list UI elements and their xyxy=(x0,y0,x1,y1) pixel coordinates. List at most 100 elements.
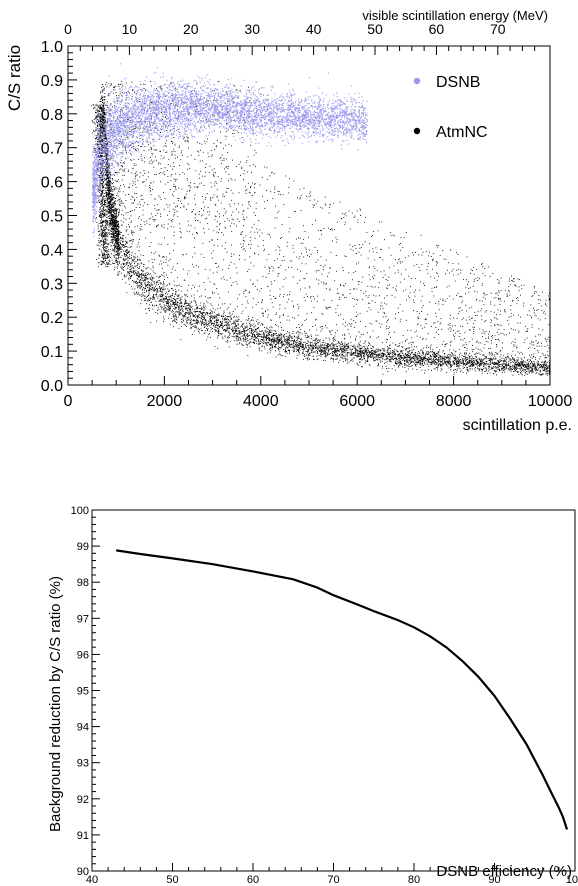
atmnc-point xyxy=(112,238,114,240)
atmnc-point xyxy=(303,348,304,350)
atmnc-point xyxy=(341,351,343,353)
atmnc-point xyxy=(420,361,422,363)
atmnc-point xyxy=(233,332,235,334)
atmnc-point xyxy=(526,366,528,368)
atmnc-point xyxy=(130,275,132,276)
atmnc-point xyxy=(416,356,418,358)
atmnc-point xyxy=(496,367,498,369)
atmnc-point xyxy=(486,358,488,360)
atmnc-point xyxy=(285,350,287,352)
atmnc-point xyxy=(324,352,326,354)
atmnc-point xyxy=(171,288,173,290)
atmnc-point xyxy=(99,119,101,121)
atmnc-point xyxy=(270,331,271,333)
atmnc-point xyxy=(300,343,302,344)
atmnc-point xyxy=(455,359,457,361)
atmnc-point xyxy=(119,249,121,250)
atmnc-point xyxy=(512,368,514,370)
atmnc-point xyxy=(383,348,385,350)
atmnc-point xyxy=(367,356,368,358)
atmnc-point xyxy=(127,260,129,262)
atmnc-point xyxy=(151,284,152,286)
atmnc-point xyxy=(177,298,179,299)
atmnc-point xyxy=(139,284,141,286)
atmnc-point xyxy=(225,330,227,332)
atmnc-point xyxy=(210,315,212,316)
atmnc-point xyxy=(267,342,269,344)
atmnc-point xyxy=(415,354,417,356)
atmnc-point xyxy=(428,361,430,363)
atmnc-point xyxy=(176,318,178,320)
atmnc-point xyxy=(224,319,226,321)
atmnc-point xyxy=(366,352,368,354)
atmnc-point xyxy=(532,366,534,367)
atmnc-point xyxy=(103,96,105,97)
atmnc-point xyxy=(118,253,120,255)
atmnc-point xyxy=(106,158,107,160)
atmnc-point xyxy=(114,237,115,239)
atmnc-point xyxy=(202,312,204,314)
atmnc-point xyxy=(506,357,507,359)
atmnc-point xyxy=(138,282,140,283)
atmnc-point xyxy=(142,289,143,291)
atmnc-point xyxy=(218,333,220,334)
atmnc-point xyxy=(476,356,477,358)
atmnc-point xyxy=(143,287,145,288)
atmnc-point xyxy=(494,356,496,357)
atmnc-point xyxy=(452,369,454,371)
atmnc-point xyxy=(186,316,188,318)
atmnc-point xyxy=(441,365,442,367)
atmnc-point xyxy=(456,371,457,373)
atmnc-point xyxy=(466,369,468,371)
atmnc-point xyxy=(471,363,473,365)
atmnc-point xyxy=(279,347,281,348)
atmnc-point xyxy=(222,316,224,318)
atmnc-point xyxy=(201,313,203,315)
atmnc-point xyxy=(114,201,116,202)
atmnc-point xyxy=(170,303,171,305)
atmnc-point xyxy=(196,307,198,309)
atmnc-point xyxy=(140,303,142,305)
atmnc-point xyxy=(110,213,112,214)
atmnc-point xyxy=(143,270,145,272)
atmnc-point xyxy=(411,349,413,351)
atmnc-point xyxy=(171,300,172,302)
atmnc-point xyxy=(299,343,300,345)
atmnc-point xyxy=(109,200,111,202)
atmnc-point xyxy=(342,346,344,348)
atmnc-point xyxy=(119,248,120,249)
atmnc-point xyxy=(451,355,453,357)
atmnc-point xyxy=(376,357,378,359)
atmnc-point xyxy=(434,364,436,366)
atmnc-point xyxy=(215,323,217,325)
atmnc-point xyxy=(283,334,285,336)
atmnc-point xyxy=(115,257,117,259)
atmnc-point xyxy=(419,363,421,364)
atmnc-point xyxy=(122,269,124,271)
atmnc-point xyxy=(108,212,110,214)
atmnc-point xyxy=(515,366,517,368)
atmnc-point xyxy=(104,96,105,98)
atmnc-point xyxy=(321,350,323,352)
atmnc-point xyxy=(452,361,454,363)
atmnc-point xyxy=(118,236,119,238)
atmnc-point xyxy=(373,360,375,362)
atmnc-point xyxy=(175,308,177,309)
atmnc-point xyxy=(126,243,128,244)
atmnc-point xyxy=(444,362,446,364)
atmnc-point xyxy=(174,288,176,290)
atmnc-point xyxy=(125,237,127,239)
atmnc-point xyxy=(166,302,168,304)
atmnc-point xyxy=(119,256,121,258)
atmnc-point xyxy=(415,355,416,357)
atmnc-point xyxy=(499,370,500,372)
atmnc-point xyxy=(189,306,191,308)
atmnc-point xyxy=(276,332,277,334)
atmnc-point xyxy=(101,95,103,97)
atmnc-point xyxy=(266,344,268,346)
atmnc-point xyxy=(115,254,117,256)
atmnc-point xyxy=(101,109,103,111)
atmnc-point xyxy=(159,283,161,285)
atmnc-point xyxy=(236,337,238,339)
atmnc-point xyxy=(342,343,343,345)
